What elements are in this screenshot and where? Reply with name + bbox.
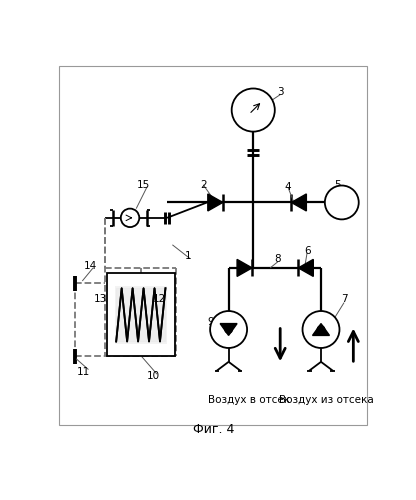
Text: 9: 9: [208, 317, 214, 327]
Polygon shape: [237, 260, 252, 276]
Text: 5: 5: [334, 180, 341, 190]
Circle shape: [232, 88, 275, 132]
Text: 11: 11: [77, 367, 90, 377]
Polygon shape: [208, 194, 223, 211]
Text: 10: 10: [146, 370, 160, 380]
Bar: [107, 274, 175, 356]
Text: 12: 12: [153, 294, 166, 304]
Polygon shape: [291, 194, 306, 211]
Text: 7: 7: [341, 294, 347, 304]
Text: 8: 8: [275, 254, 281, 264]
Polygon shape: [220, 324, 237, 336]
Circle shape: [302, 311, 339, 348]
Text: 13: 13: [94, 294, 107, 304]
Text: 1: 1: [184, 252, 191, 262]
Text: Воздух из отсека: Воздух из отсека: [279, 395, 374, 405]
Circle shape: [325, 186, 359, 220]
Circle shape: [121, 208, 139, 227]
Text: 6: 6: [304, 246, 310, 256]
Text: 3: 3: [277, 88, 284, 98]
Polygon shape: [312, 324, 329, 336]
Text: 15: 15: [137, 180, 151, 190]
Text: Воздух в отсек: Воздух в отсек: [208, 395, 290, 405]
Text: 14: 14: [83, 262, 97, 272]
Text: 2: 2: [200, 180, 206, 190]
Polygon shape: [298, 260, 313, 276]
Text: Фиг. 4: Фиг. 4: [193, 423, 234, 436]
Circle shape: [210, 311, 247, 348]
Text: 4: 4: [285, 182, 291, 192]
Bar: [115, 286, 167, 344]
